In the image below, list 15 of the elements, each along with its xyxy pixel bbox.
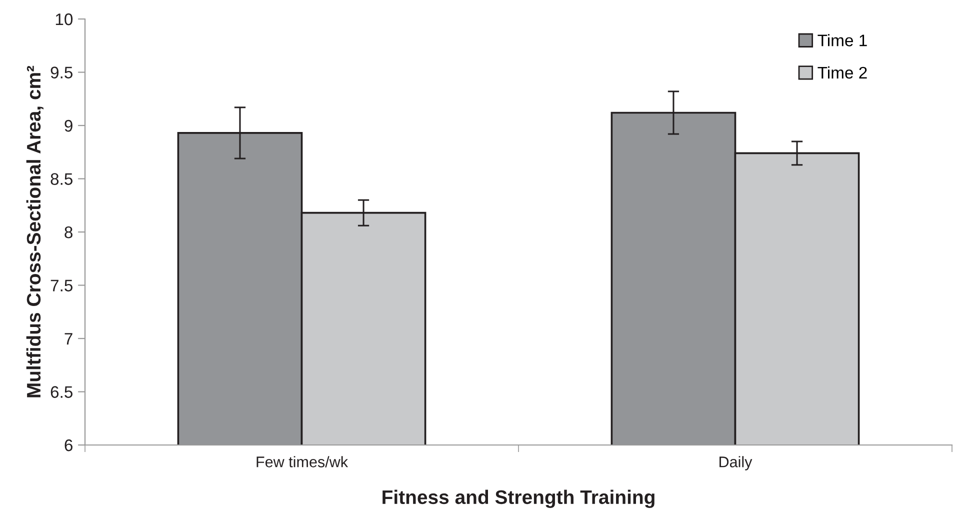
legend-label: Time 2 xyxy=(818,66,867,79)
x-tick-label: Daily xyxy=(720,456,752,470)
y-tick-label: 9 xyxy=(64,120,72,132)
y-tick-label: 10 xyxy=(56,13,73,26)
y-tick-label: 8 xyxy=(64,226,72,238)
y-tick-label: 7 xyxy=(64,333,72,345)
legend-label: Time 1 xyxy=(818,34,867,46)
x-tick-label: Few times/wk xyxy=(256,456,348,468)
y-tick-label: 8.5 xyxy=(50,173,72,185)
y-tick-label: 9.5 xyxy=(50,66,72,78)
y-tick-label: 7.5 xyxy=(50,280,72,292)
x-axis-title: Fitness and Strength Training xyxy=(382,490,654,508)
y-axis-title: Multfidus Cross-Sectional Area, cm² xyxy=(26,66,44,398)
y-tick-label: 6.5 xyxy=(50,386,72,398)
y-tick-label: 6 xyxy=(64,439,72,452)
